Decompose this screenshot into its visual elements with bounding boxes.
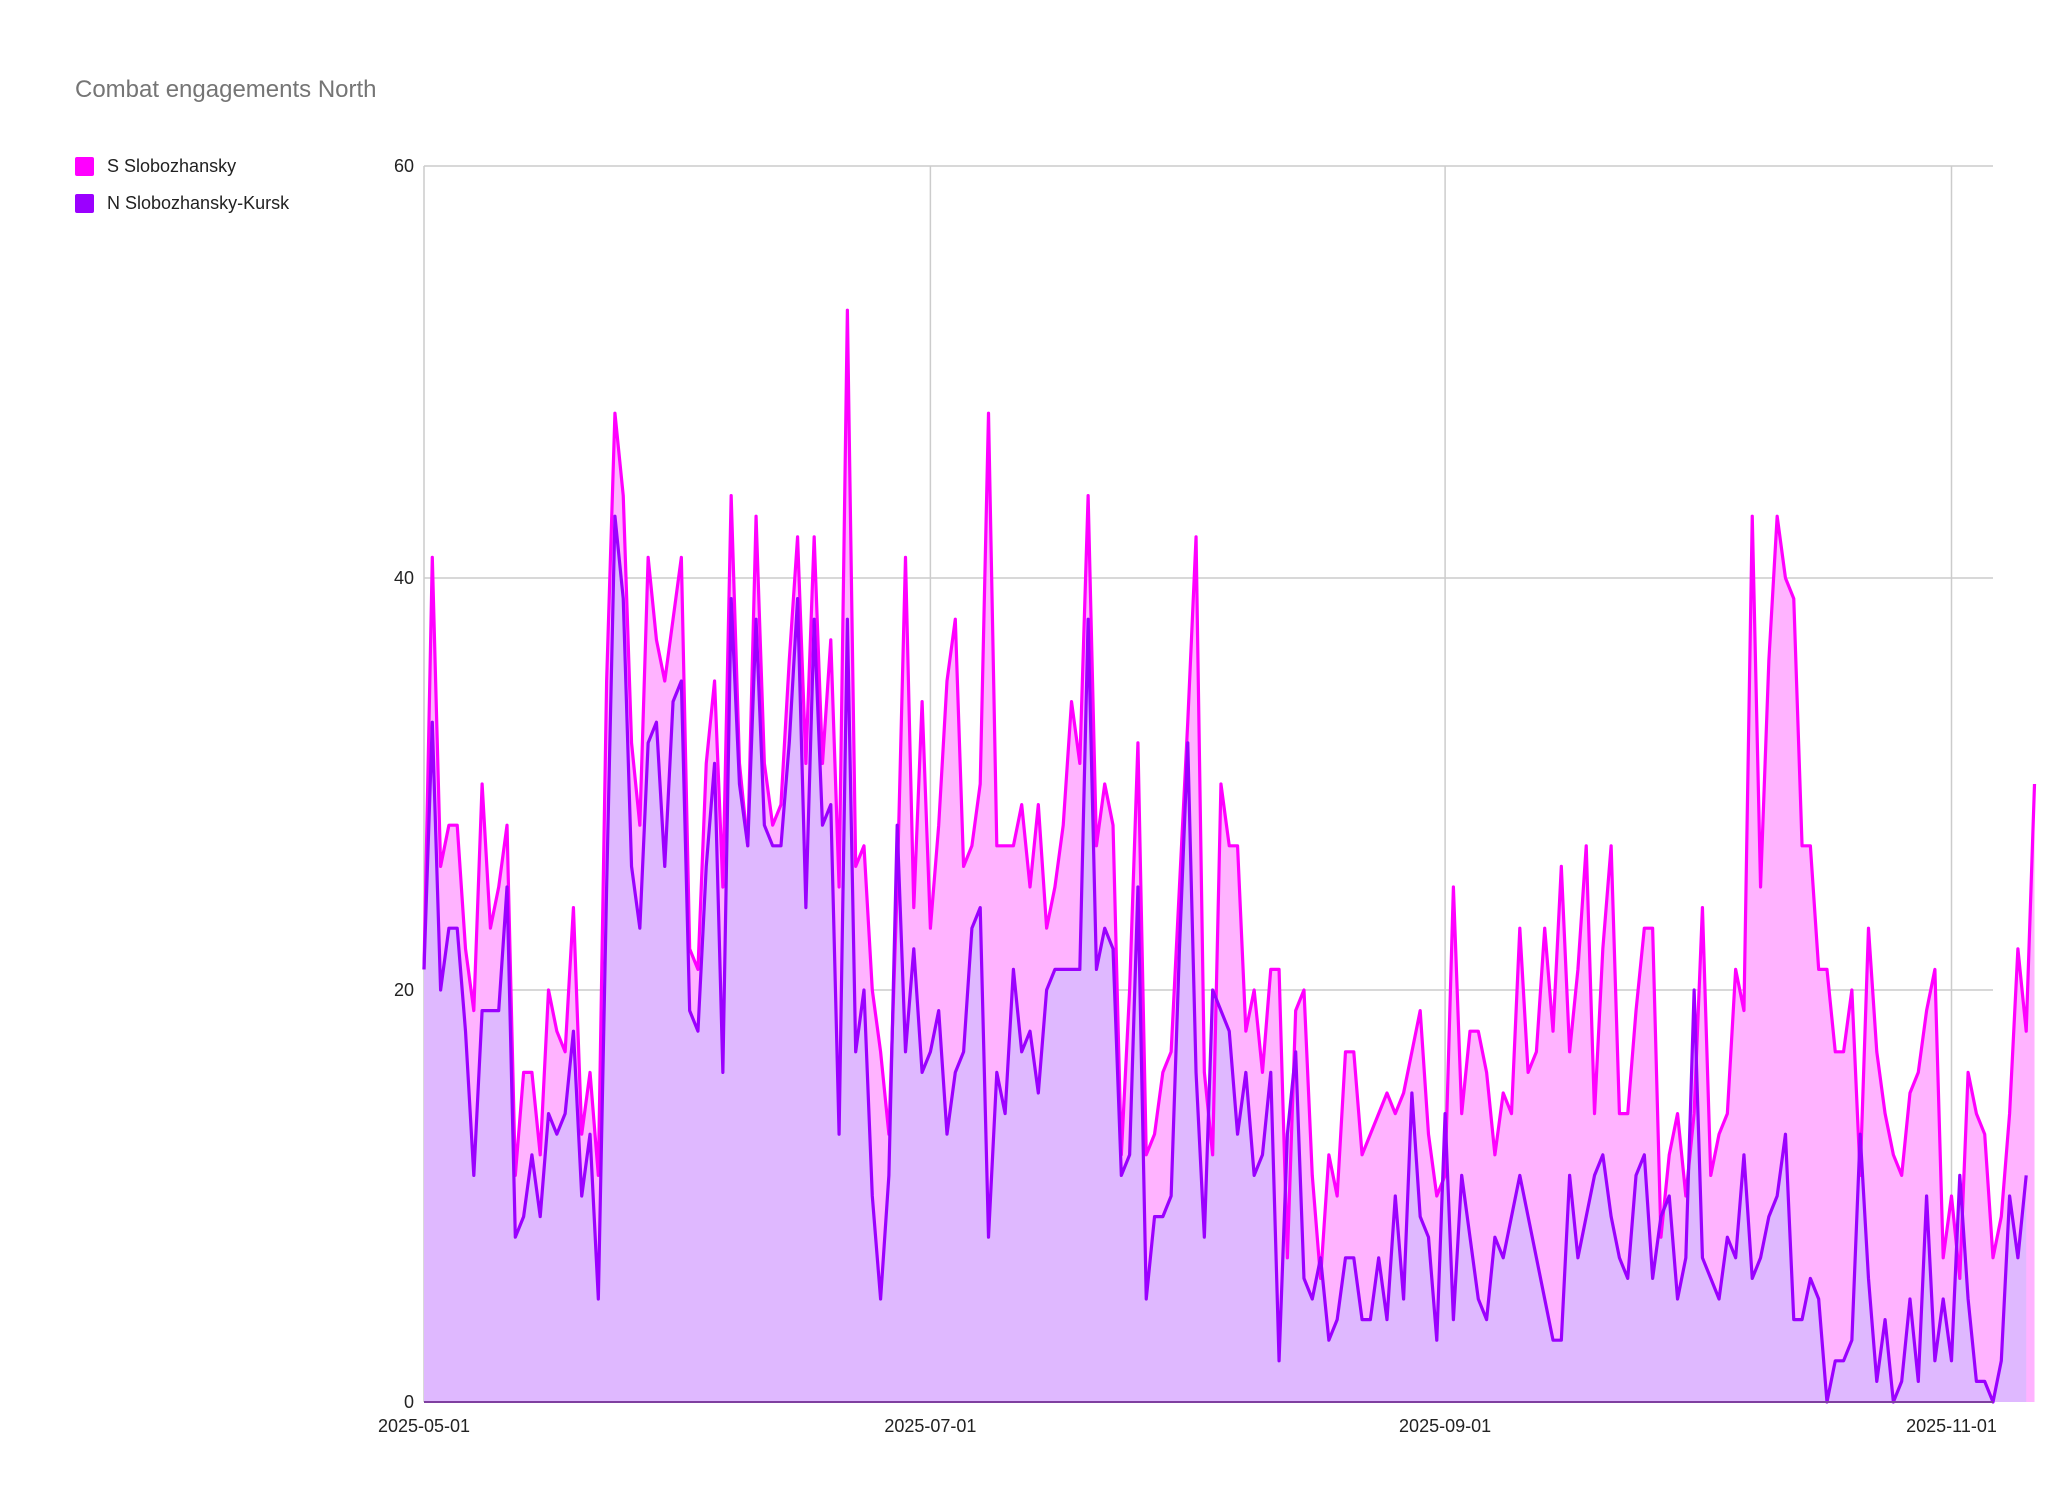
series-line-s-slobozhansky [422, 308, 2037, 1280]
area-layer [424, 310, 2035, 1403]
legend-swatch-n-slobozhansky-kursk [75, 193, 94, 213]
x-tick-label-2025-11-01: 2025-11-01 [1906, 1416, 1997, 1436]
x-tick-label-2025-05-01: 2025-05-01 [378, 1416, 470, 1436]
legend-item-n-slobozhansky-kursk[interactable]: N Slobozhansky-Kursk [75, 189, 289, 217]
y-tick-label-40: 40 [394, 568, 414, 588]
legend-item-s-slobozhansky[interactable]: S Slobozhansky [75, 152, 289, 180]
chart-title: Combat engagements North [75, 76, 377, 103]
legend-label-n-slobozhansky-kursk: N Slobozhansky-Kursk [107, 192, 290, 213]
line-layer [422, 308, 2037, 1404]
legend-label-s-slobozhansky: S Slobozhansky [107, 155, 237, 176]
x-tick-label-2025-09-01: 2025-09-01 [1399, 1416, 1491, 1436]
area-n-slobozhansky-kursk [424, 516, 2027, 1402]
legend: S Slobozhansky N Slobozhansky-Kursk [75, 152, 289, 226]
legend-swatch-s-slobozhansky [75, 156, 94, 176]
y-tick-label-0: 0 [404, 1392, 414, 1412]
x-tick-label-2025-07-01: 2025-07-01 [884, 1416, 976, 1436]
series-line-n-slobozhansky-kursk [422, 514, 2028, 1404]
y-tick-label-60: 60 [394, 156, 414, 176]
axis-layer: 0 20 40 60 2025-05-01 2025-07-01 2025-09-01 202… [378, 156, 1997, 1436]
y-tick-label-20: 20 [394, 980, 414, 1000]
